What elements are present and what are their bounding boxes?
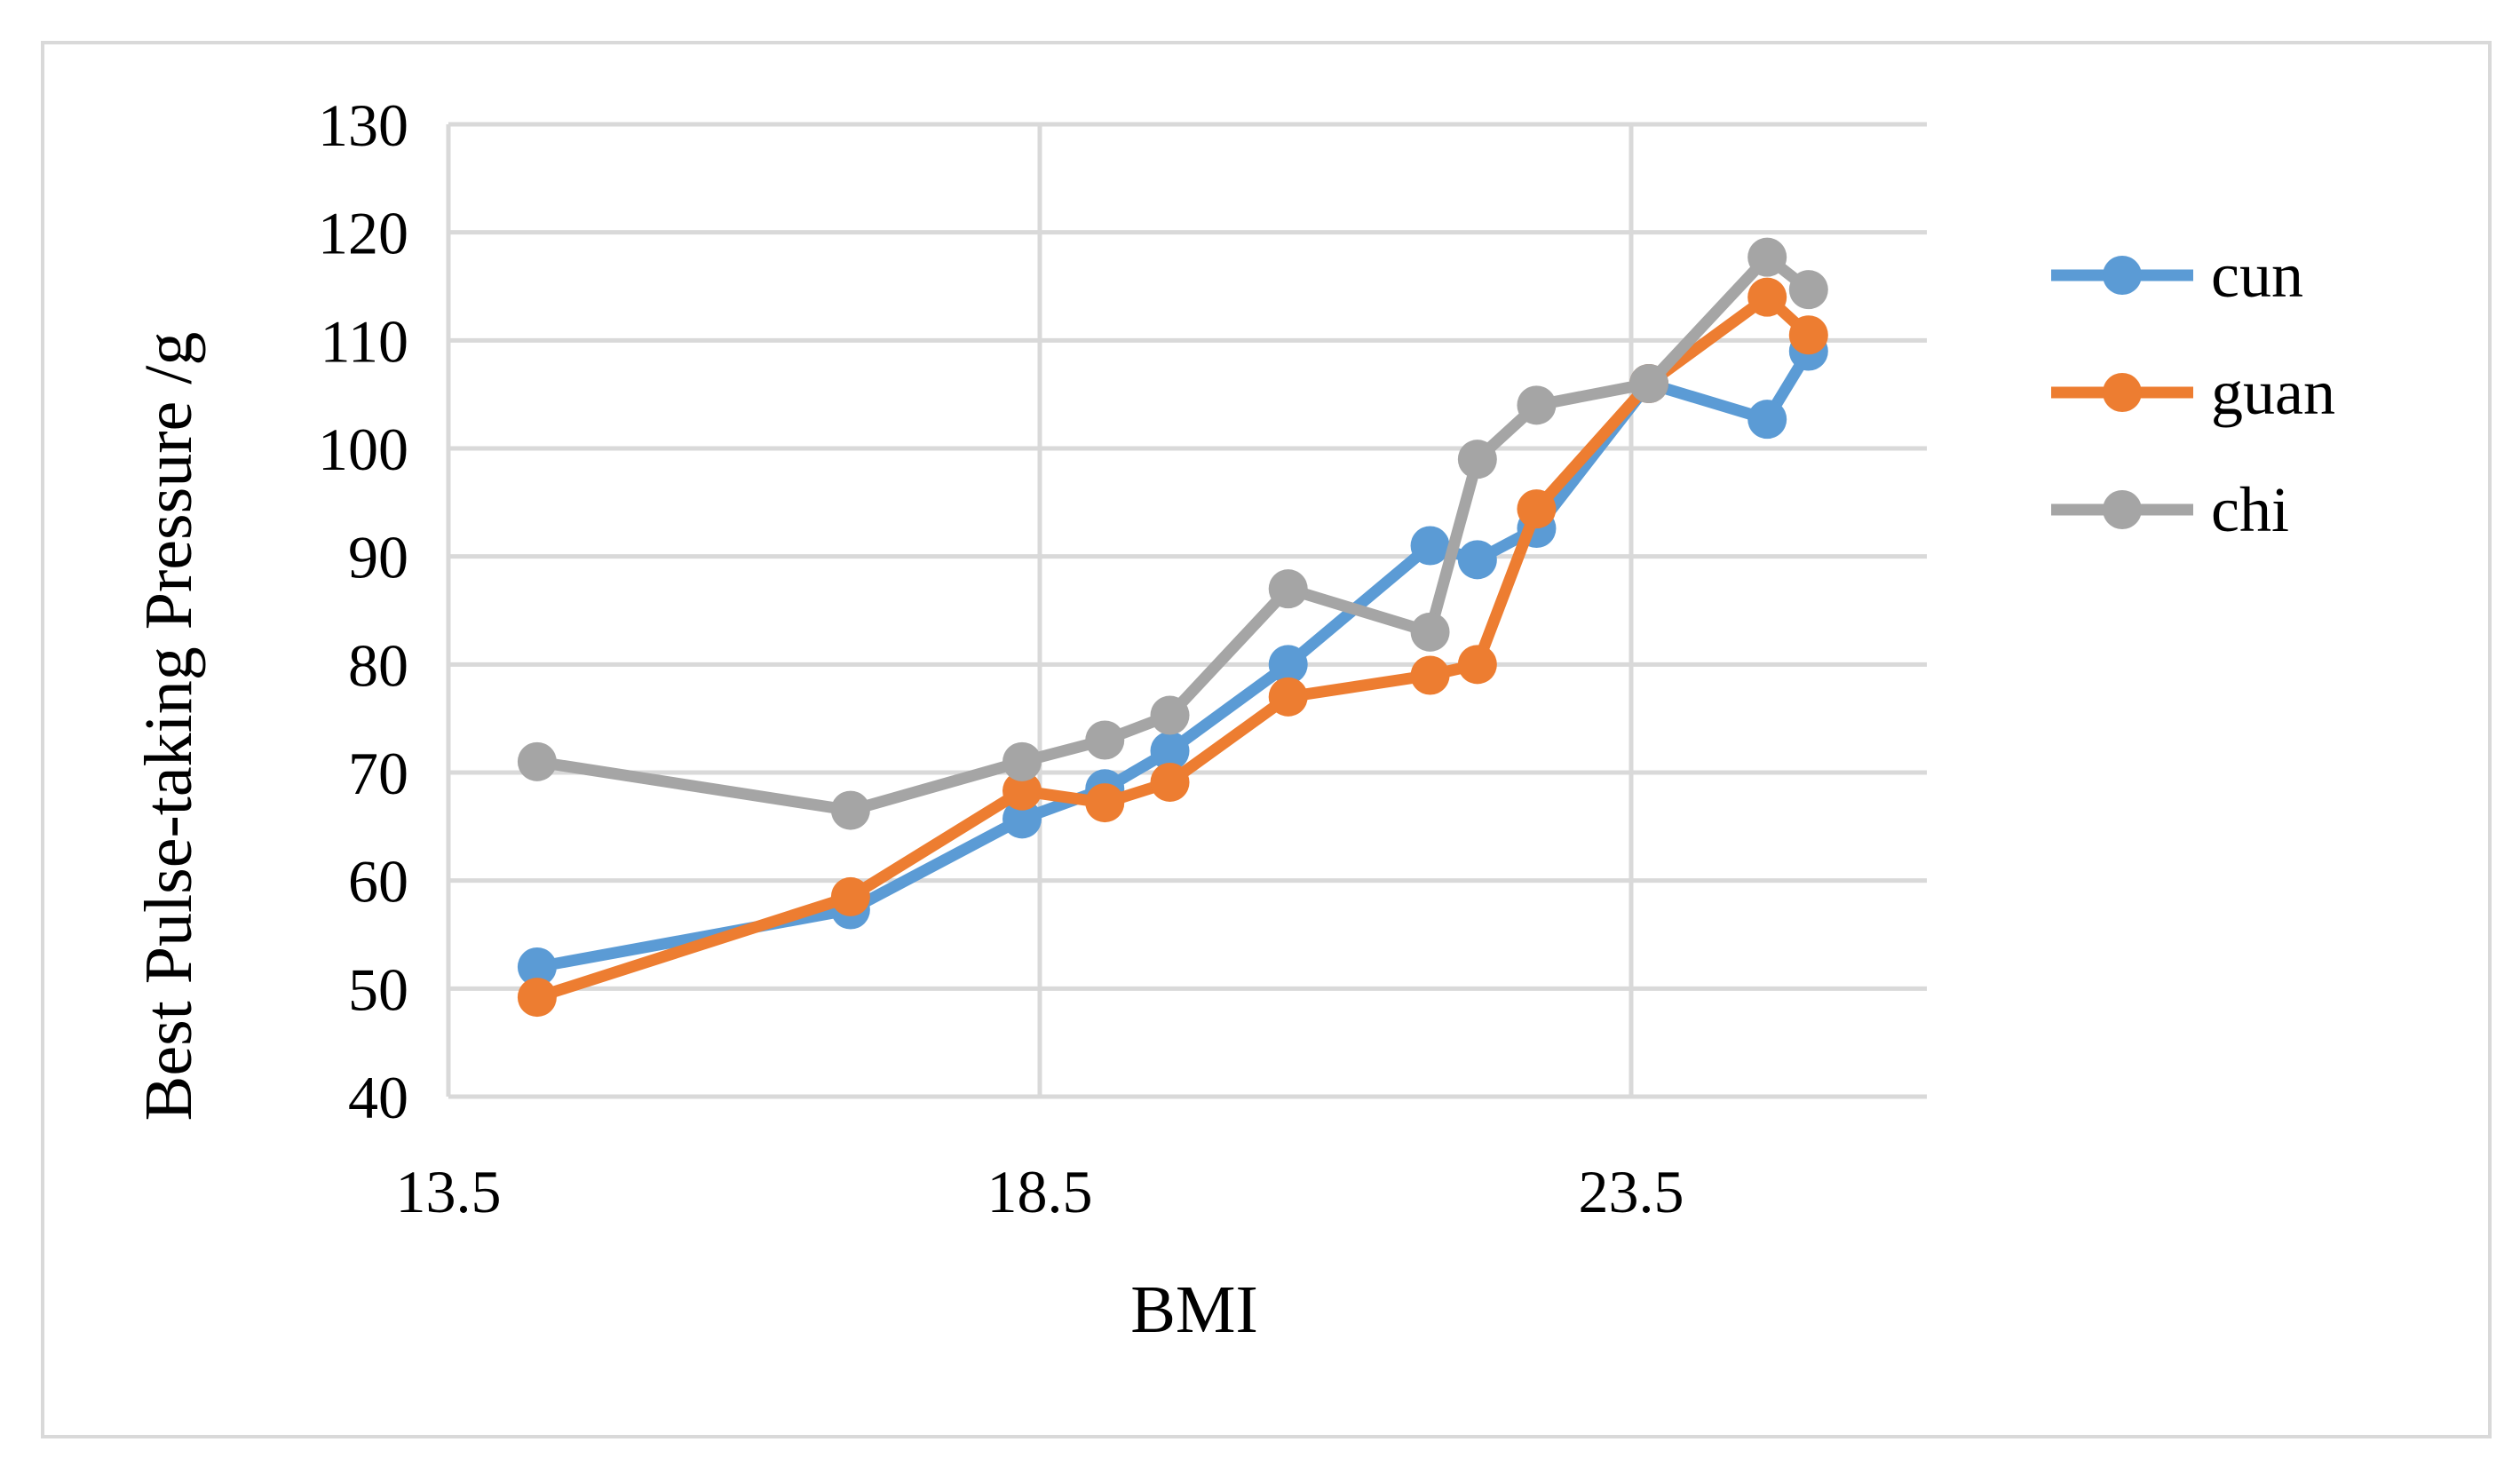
data-point-cun xyxy=(1410,526,1450,566)
legend-label: cun xyxy=(2211,240,2303,311)
data-point-guan xyxy=(517,978,557,1018)
data-point-guan xyxy=(1150,762,1190,802)
legend-item-chi: chi xyxy=(2051,474,2289,545)
data-point-cun xyxy=(1457,540,1497,580)
series-line-chi xyxy=(535,251,1812,817)
data-point-chi xyxy=(1747,237,1787,277)
data-point-guan xyxy=(830,876,870,916)
grid xyxy=(446,122,1927,1099)
data-point-chi xyxy=(1628,364,1668,403)
chart-frame xyxy=(41,41,2492,1438)
data-point-guan xyxy=(1002,771,1042,811)
legend-swatch-marker xyxy=(2103,256,2142,295)
y-tick-label: 70 xyxy=(348,740,408,807)
y-tick-label: 120 xyxy=(318,200,408,267)
data-point-cun xyxy=(1002,799,1042,839)
legend-swatch-marker xyxy=(2103,373,2142,412)
legend: cun guan chi xyxy=(2051,240,2335,545)
data-point-chi xyxy=(1002,741,1042,781)
y-axis-ticks: 40 50 60 70 80 90 100 110 120 130 xyxy=(318,91,408,1131)
y-tick-label: 40 xyxy=(348,1064,408,1131)
data-point-guan xyxy=(1457,645,1497,685)
data-point-chi xyxy=(517,741,557,781)
x-tick-label: 23.5 xyxy=(1579,1158,1684,1225)
series xyxy=(517,237,1828,1018)
x-tick-label: 18.5 xyxy=(987,1158,1093,1225)
series-chi xyxy=(517,237,1828,830)
y-tick-label: 110 xyxy=(321,307,408,375)
legend-item-cun: cun xyxy=(2051,240,2303,311)
data-point-chi xyxy=(1150,695,1190,735)
y-tick-label: 100 xyxy=(318,416,408,483)
data-point-guan xyxy=(1788,315,1828,355)
x-axis-label: BMI xyxy=(1130,1272,1258,1347)
y-axis-label: Best Pulse-taking Pressure /g xyxy=(131,332,206,1121)
data-point-chi xyxy=(1517,385,1557,425)
data-point-cun xyxy=(1150,731,1190,771)
data-point-cun xyxy=(517,947,557,987)
data-point-chi xyxy=(830,790,870,830)
data-point-guan xyxy=(1410,655,1450,695)
data-point-guan xyxy=(1085,783,1125,823)
x-axis-ticks: 13.5 18.5 23.5 xyxy=(396,1158,1684,1225)
data-point-cun xyxy=(1747,400,1787,440)
data-point-chi xyxy=(1410,612,1450,652)
y-tick-label: 60 xyxy=(348,848,408,915)
y-tick-label: 130 xyxy=(318,91,408,159)
data-point-cun xyxy=(1268,645,1308,685)
x-tick-label: 13.5 xyxy=(396,1158,502,1225)
y-tick-label: 90 xyxy=(348,524,408,591)
legend-label: chi xyxy=(2211,474,2289,545)
y-tick-label: 50 xyxy=(348,955,408,1023)
data-point-chi xyxy=(1788,270,1828,310)
data-point-guan xyxy=(1747,277,1787,317)
data-point-chi xyxy=(1268,569,1308,609)
y-tick-label: 80 xyxy=(348,631,408,699)
legend-item-guan: guan xyxy=(2051,357,2335,428)
legend-label: guan xyxy=(2211,357,2335,428)
legend-swatch-marker xyxy=(2103,490,2142,529)
data-point-chi xyxy=(1085,720,1125,760)
data-point-chi xyxy=(1457,440,1497,479)
data-point-guan xyxy=(1268,677,1308,717)
data-point-guan xyxy=(1517,489,1557,529)
